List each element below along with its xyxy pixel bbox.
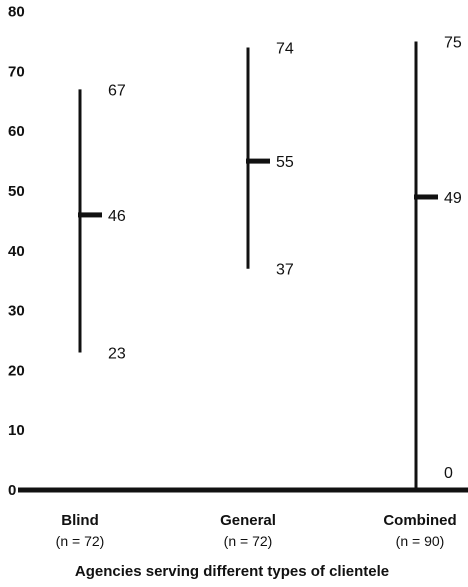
midpoint-marker (78, 212, 102, 218)
mid-value-label: 49 (444, 190, 462, 207)
y-tick-label: 60 (8, 123, 25, 140)
high-value-label: 67 (108, 82, 126, 99)
low-value-label: 0 (444, 465, 453, 482)
y-tick-label: 30 (8, 303, 25, 320)
category-labels: Blind (n = 72) General (n = 72) Combined (n =… (56, 512, 457, 549)
category-label-combined: Combined (383, 512, 456, 529)
range-group-blind: 67 46 23 (78, 82, 126, 362)
y-tick-label: 20 (8, 362, 25, 379)
midpoint-marker (246, 158, 270, 164)
midpoint-marker (414, 194, 438, 200)
y-tick-label: 10 (8, 422, 25, 439)
mid-value-label: 55 (276, 154, 294, 171)
range-marks: 67 46 23 74 55 37 75 49 0 (78, 35, 462, 490)
mid-value-label: 46 (108, 208, 126, 225)
range-group-general: 74 55 37 (246, 40, 294, 279)
category-label-blind: Blind (61, 512, 99, 529)
low-value-label: 37 (276, 262, 294, 279)
y-axis: 0 10 20 30 40 50 60 70 80 (8, 4, 25, 499)
y-tick-label: 40 (8, 243, 25, 260)
high-value-label: 75 (444, 35, 462, 52)
y-tick-label: 50 (8, 183, 25, 200)
y-tick-label: 80 (8, 4, 25, 21)
sample-size-label: (n = 72) (56, 533, 105, 549)
sample-size-label: (n = 72) (224, 533, 273, 549)
y-tick-label: 70 (8, 63, 25, 80)
high-value-label: 74 (276, 40, 294, 57)
range-group-combined: 75 49 0 (414, 35, 462, 490)
low-value-label: 23 (108, 345, 126, 362)
sample-size-label: (n = 90) (396, 533, 445, 549)
category-label-general: General (220, 512, 276, 529)
x-axis-title: Agencies serving different types of clie… (75, 563, 389, 580)
y-tick-label: 0 (8, 482, 16, 499)
